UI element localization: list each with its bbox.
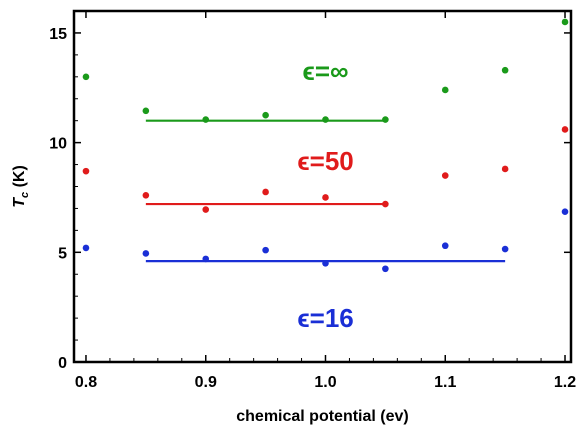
- x-axis-label: chemical potential (ev): [236, 408, 409, 425]
- data-point: [501, 66, 509, 74]
- data-point: [561, 18, 569, 26]
- series-label: ϵ=∞: [302, 56, 348, 86]
- data-point: [501, 245, 509, 253]
- data-point: [262, 246, 269, 254]
- data-point: [322, 116, 329, 123]
- y-axis-label: Tc (K): [11, 165, 31, 208]
- x-tick-label: 1.1: [434, 374, 456, 391]
- data-point: [262, 188, 269, 196]
- data-point: [82, 167, 90, 175]
- data-point: [501, 165, 509, 173]
- y-axis-label-sub: c: [19, 192, 31, 198]
- y-tick-label: 5: [58, 245, 67, 262]
- y-tick-label: 15: [49, 26, 67, 43]
- series-label: ϵ=50: [297, 146, 354, 176]
- x-tick-label: 0.8: [75, 374, 97, 391]
- x-tick-label: 0.9: [195, 374, 217, 391]
- data-point: [202, 255, 210, 263]
- data-point: [322, 259, 329, 267]
- data-point: [382, 265, 389, 273]
- data-point: [202, 116, 210, 123]
- data-point: [142, 250, 150, 257]
- data-point: [262, 111, 269, 119]
- series-label: ϵ=16: [297, 303, 354, 333]
- data-point: [142, 107, 150, 115]
- data-point: [322, 194, 329, 201]
- data-point: [202, 206, 210, 213]
- data-point: [561, 208, 569, 216]
- data-point: [382, 116, 389, 123]
- data-point: [142, 191, 150, 199]
- data-point: [441, 242, 449, 250]
- y-tick-label: 0: [58, 355, 67, 372]
- data-point: [561, 126, 569, 133]
- x-tick-label: 1.2: [554, 374, 576, 391]
- y-axis-label-main: T: [11, 197, 28, 208]
- data-point: [82, 73, 90, 81]
- data-point: [441, 86, 449, 94]
- y-tick-label: 10: [49, 136, 67, 153]
- data-point: [382, 200, 389, 208]
- data-point: [441, 172, 449, 179]
- y-axis-label-unit: (K): [11, 165, 28, 192]
- data-point: [82, 244, 90, 252]
- x-tick-label: 1.0: [314, 374, 336, 391]
